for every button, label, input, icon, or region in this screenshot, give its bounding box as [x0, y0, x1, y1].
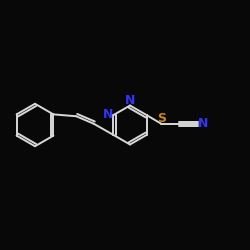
Text: N: N — [103, 108, 113, 120]
Text: N: N — [125, 94, 135, 106]
Text: N: N — [198, 117, 208, 130]
Text: S: S — [157, 112, 166, 125]
